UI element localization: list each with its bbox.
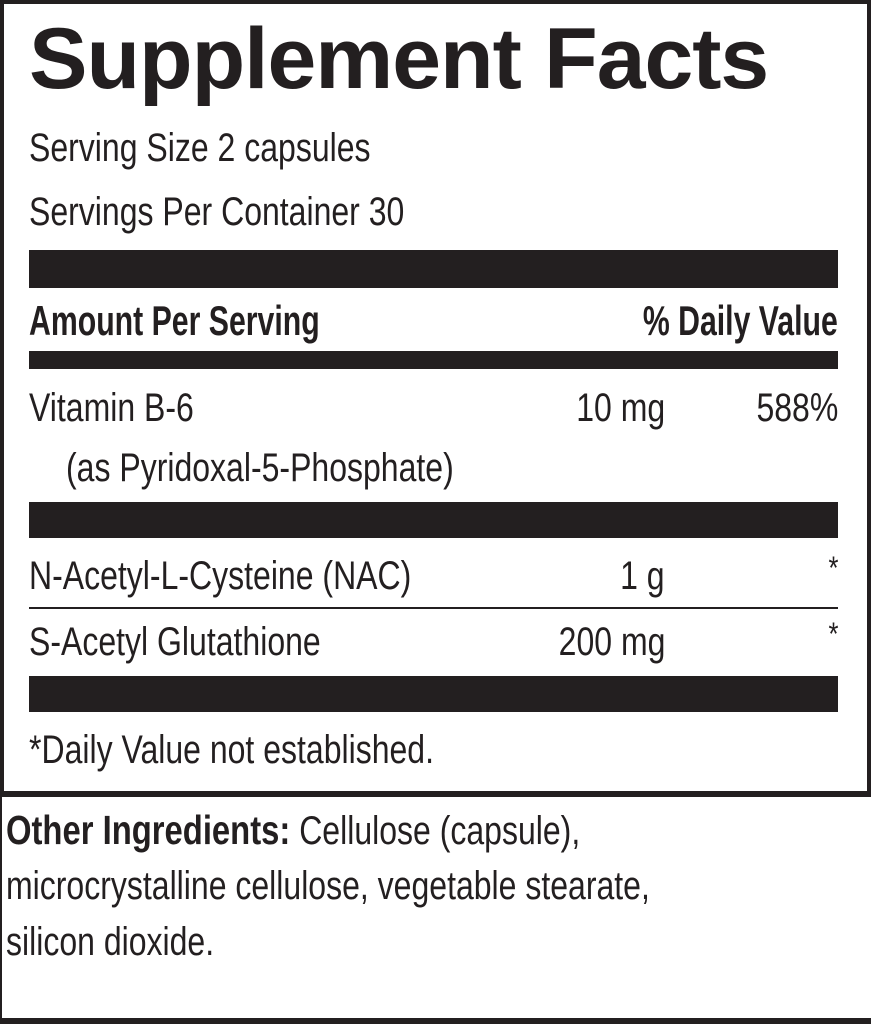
row-divider [29,607,838,609]
ingredient-amount: 1 g [620,554,665,598]
divider-bar [29,250,838,288]
other-ingredients-text: Cellulose (capsule), [299,809,581,853]
ingredient-name: S-Acetyl Glutathione [29,620,321,664]
supplement-facts-panel [0,0,871,797]
other-ingredients-label: Other Ingredients: [6,807,291,853]
ingredient-name: Vitamin B-6 [29,386,194,430]
other-ingredients-line1: Other Ingredients: Cellulose (capsule), [6,807,581,853]
divider-bar [29,676,838,712]
other-ingredients-line2: microcrystalline cellulose, vegetable st… [6,864,650,908]
ingredient-dv: * [828,616,838,652]
daily-value-header: % Daily Value [643,297,838,344]
other-ingredients-section [0,797,871,1024]
ingredient-name: N-Acetyl-L-Cysteine (NAC) [29,554,412,598]
serving-size: Serving Size 2 capsules [29,126,371,170]
footnote: *Daily Value not established. [29,728,434,772]
ingredient-amount: 10 mg [576,386,665,430]
ingredient-dv: 588% [756,386,838,430]
amount-per-serving-header: Amount Per Serving [29,297,320,344]
servings-per-container: Servings Per Container 30 [29,190,405,234]
ingredient-subname: (as Pyridoxal-5-Phosphate) [66,446,454,490]
ingredient-dv: * [828,550,838,586]
other-ingredients-line3: silicon dioxide. [6,920,215,964]
panel-title: Supplement Facts [29,11,769,107]
divider-bar [29,502,838,538]
ingredient-amount: 200 mg [558,620,665,664]
divider-bar [29,351,838,369]
